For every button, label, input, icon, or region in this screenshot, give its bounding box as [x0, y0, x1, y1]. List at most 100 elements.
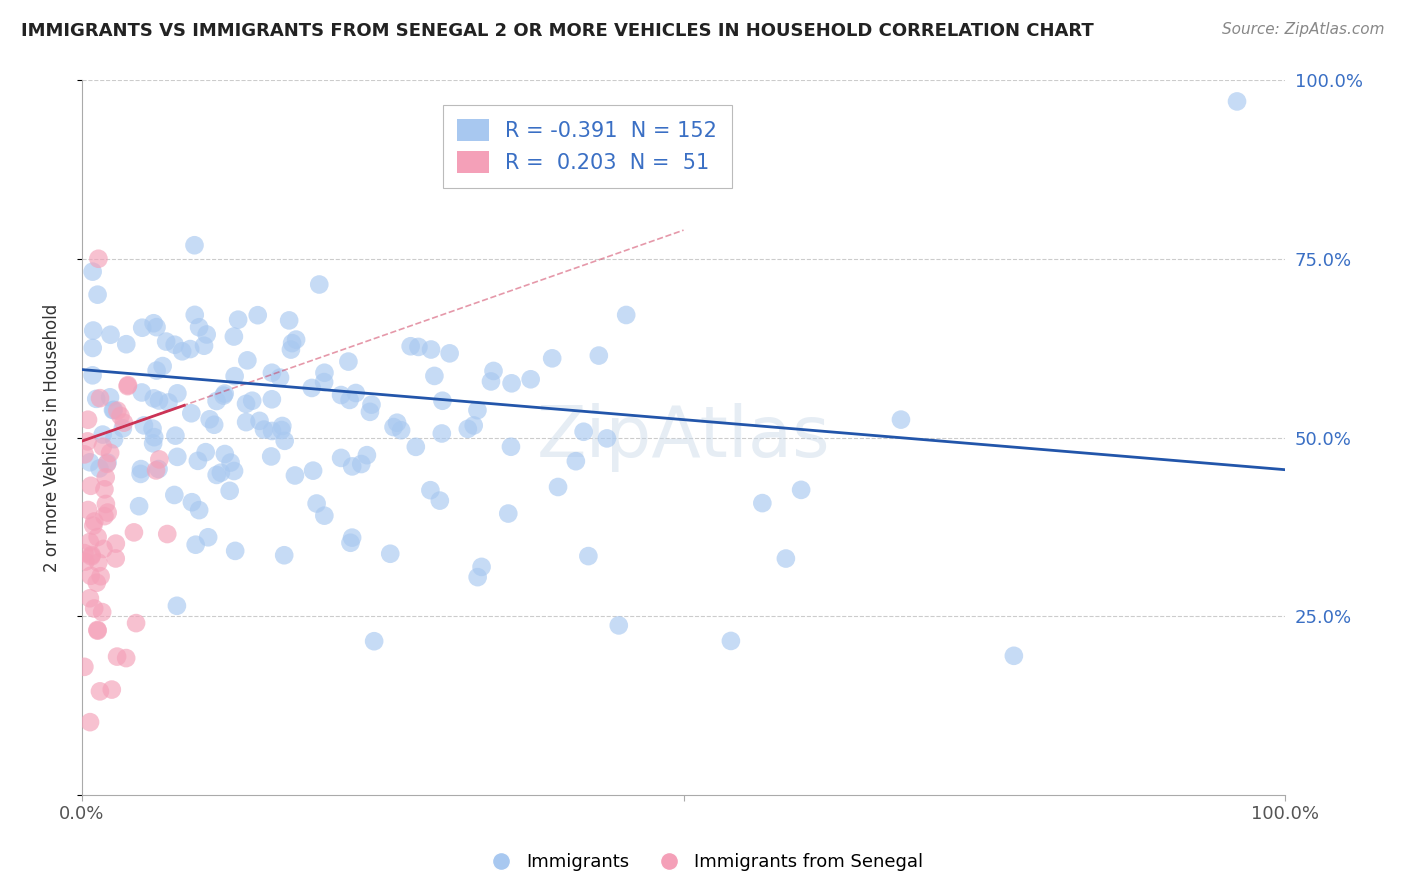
Point	[249, 414, 271, 428]
Point	[166, 450, 188, 464]
Point	[541, 351, 564, 366]
Point	[467, 403, 489, 417]
Point	[82, 368, 104, 383]
Point	[278, 313, 301, 327]
Point	[463, 418, 485, 433]
Point	[73, 660, 96, 674]
Point	[576, 549, 599, 563]
Point	[86, 287, 108, 301]
Point	[76, 434, 98, 449]
Point	[479, 375, 502, 389]
Point	[90, 569, 112, 583]
Point	[79, 455, 101, 469]
Point	[337, 354, 360, 368]
Point	[260, 450, 283, 464]
Text: IMMIGRANTS VS IMMIGRANTS FROM SENEGAL 2 OR MORE VEHICLES IN HOUSEHOLD CORRELATIO: IMMIGRANTS VS IMMIGRANTS FROM SENEGAL 2 …	[21, 22, 1094, 40]
Point	[218, 483, 240, 498]
Point	[125, 616, 148, 631]
Point	[80, 549, 103, 564]
Point	[155, 334, 177, 349]
Point	[180, 495, 202, 509]
Point	[103, 432, 125, 446]
Point	[314, 508, 336, 523]
Text: Source: ZipAtlas.com: Source: ZipAtlas.com	[1222, 22, 1385, 37]
Point	[270, 423, 292, 437]
Point	[330, 450, 353, 465]
Point	[166, 599, 188, 613]
Point	[205, 394, 228, 409]
Point	[98, 446, 121, 460]
Point	[340, 531, 363, 545]
Point	[344, 386, 367, 401]
Point	[260, 366, 283, 380]
Point	[214, 386, 236, 401]
Point	[1226, 95, 1249, 109]
Point	[596, 431, 619, 445]
Point	[284, 468, 307, 483]
Point	[145, 363, 167, 377]
Point	[183, 308, 205, 322]
Point	[202, 417, 225, 432]
Point	[240, 393, 263, 408]
Point	[342, 459, 364, 474]
Point	[363, 634, 385, 648]
Point	[91, 440, 114, 454]
Point	[142, 436, 165, 450]
Point	[281, 336, 304, 351]
Point	[93, 541, 115, 556]
Point	[1002, 648, 1025, 663]
Point	[103, 403, 125, 417]
Point	[547, 480, 569, 494]
Point	[285, 333, 308, 347]
Point	[214, 447, 236, 461]
Point	[195, 327, 218, 342]
Point	[94, 470, 117, 484]
Point	[380, 547, 402, 561]
Point	[86, 530, 108, 544]
Point	[183, 238, 205, 252]
Point	[89, 391, 111, 405]
Point	[188, 320, 211, 334]
Y-axis label: 2 or more Vehicles in Household: 2 or more Vehicles in Household	[44, 303, 60, 572]
Point	[273, 548, 295, 562]
Point	[115, 651, 138, 665]
Point	[96, 456, 118, 470]
Point	[301, 381, 323, 395]
Point	[399, 339, 422, 353]
Point	[117, 378, 139, 392]
Point	[359, 405, 381, 419]
Point	[79, 535, 101, 549]
Point	[80, 548, 103, 562]
Point	[308, 277, 330, 292]
Point	[423, 368, 446, 383]
Point	[790, 483, 813, 497]
Point	[89, 461, 111, 475]
Point	[163, 337, 186, 351]
Point	[101, 682, 124, 697]
Point	[94, 497, 117, 511]
Point	[197, 530, 219, 544]
Point	[262, 424, 284, 438]
Point	[142, 316, 165, 330]
Point	[471, 560, 494, 574]
Point	[129, 467, 152, 481]
Point	[226, 312, 249, 326]
Point	[314, 375, 336, 389]
Point	[156, 527, 179, 541]
Point	[180, 406, 202, 420]
Point	[179, 342, 201, 356]
Point	[75, 555, 97, 569]
Point	[98, 390, 121, 404]
Point	[122, 525, 145, 540]
Point	[83, 601, 105, 615]
Point	[79, 591, 101, 606]
Point	[80, 568, 103, 582]
Point	[163, 488, 186, 502]
Point	[224, 544, 246, 558]
Point	[129, 462, 152, 476]
Point	[82, 518, 104, 533]
Point	[236, 353, 259, 368]
Text: ZipAtlas: ZipAtlas	[537, 403, 831, 472]
Point	[419, 483, 441, 498]
Point	[142, 421, 165, 435]
